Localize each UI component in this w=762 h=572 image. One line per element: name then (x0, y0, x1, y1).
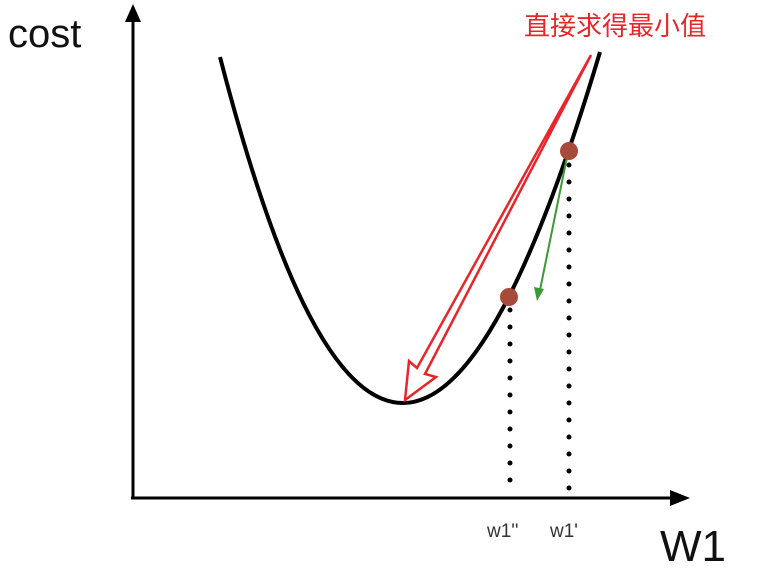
cost-curve (218, 51, 602, 406)
y-axis-arrowhead (125, 4, 141, 22)
point-w1-first (560, 142, 578, 160)
annotation-direct-minimum: 直接求得最小值 (524, 12, 707, 42)
y-axis-label: cost (8, 12, 82, 56)
tick-label-w1-second: w1'' (487, 521, 519, 542)
point-w1-second (500, 288, 518, 306)
x-axis-arrowhead (670, 490, 690, 506)
gradient-step-arrowhead (534, 287, 544, 301)
tick-label-w1-first: w1' (550, 521, 578, 542)
direct-minimum-arrow (403, 54, 593, 403)
x-axis-label: W1 (660, 522, 726, 571)
gradient-step-arrow-shaft (539, 156, 568, 291)
